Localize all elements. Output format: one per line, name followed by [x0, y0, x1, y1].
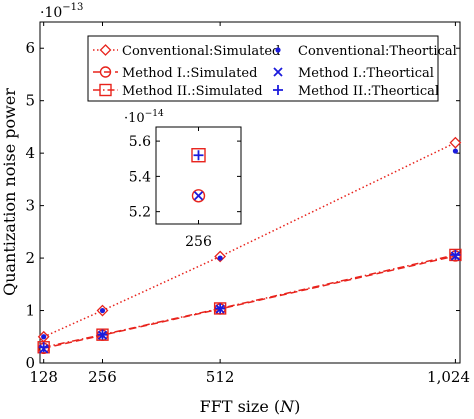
svg-text:·10−14: ·10−14: [124, 109, 164, 126]
x-tick-label: 256: [88, 368, 117, 386]
series-lines: [43, 141, 456, 350]
inset-y-tick-label: 5.2: [129, 205, 151, 221]
inset-point-method1-simulated: [191, 189, 206, 203]
y-tick-label: 1: [25, 302, 35, 320]
legend-marker: [99, 66, 112, 78]
inset-chart: ·10−14 5.6 5.4 5.2 256: [124, 109, 242, 250]
y-tick-label: 6: [25, 39, 35, 57]
inset-point-method2-theoretical: [193, 150, 204, 161]
inset-point-method2-simulated: [191, 148, 206, 163]
inset-exponent-label: ·10−14: [124, 109, 164, 126]
x-axis-label: FFT size (N): [200, 397, 301, 416]
data-point-series-4: [449, 248, 462, 262]
legend: Conventional:Simulated Conventional:Theor…: [87, 35, 457, 102]
y-tick-label: 3: [25, 197, 35, 215]
inset-y-tick-label: 5.6: [129, 134, 151, 150]
legend-label: Method II.:Simulated: [122, 84, 263, 99]
data-point-series-4: [213, 302, 227, 315]
inset-y-tick-label: 5.4: [129, 169, 151, 185]
inset-x-tick-label: 256: [185, 234, 212, 250]
data-point-series-5: [450, 249, 461, 260]
data-point-series-5: [215, 303, 226, 314]
data-point-series-4: [96, 328, 109, 341]
x-tick-label: 512: [206, 368, 235, 386]
data-point-series-1: [41, 334, 47, 340]
y-tick-label: 0: [25, 354, 35, 372]
data-point-series-5: [38, 342, 49, 353]
legend-label: Method I.:Theortical: [298, 66, 434, 81]
y-tick-label: 2: [25, 249, 35, 267]
legend-marker: [273, 85, 283, 95]
legend-marker: [273, 67, 283, 77]
series-line-4: [43, 254, 456, 348]
inset-frame: [155, 126, 242, 225]
legend-box: [87, 35, 439, 102]
y-exponent-label: ·10−13: [40, 2, 83, 21]
data-point-series-1: [452, 148, 459, 154]
plot-frame: [39, 21, 461, 364]
x-tick-label: 1,024: [427, 368, 470, 386]
legend-marker: [275, 47, 281, 53]
y-tick-label: 4: [25, 144, 35, 162]
y-axis-label: Quantization noise power: [0, 88, 19, 296]
data-point-series-4: [37, 341, 50, 354]
svg-text:·10−13: ·10−13: [40, 2, 83, 21]
legend-marker: [99, 44, 112, 56]
legend-label: Method I.:Simulated: [122, 66, 257, 81]
legend-label: Method II.:Theortical: [298, 84, 439, 99]
data-point-series-1: [217, 255, 223, 261]
data-point-series-1: [99, 307, 106, 314]
x-tick-label: 128: [29, 368, 58, 386]
inset-point-method1-theoretical: [193, 191, 204, 201]
series-line-2: [43, 255, 456, 350]
series-markers: [37, 136, 462, 355]
data-point-series-5: [97, 329, 108, 340]
data-point-series-0: [449, 136, 462, 149]
y-tick-label: 5: [25, 92, 35, 110]
series-line-0: [43, 141, 456, 338]
legend-label: Conventional:Theortical: [298, 44, 457, 59]
legend-label: Conventional:Simulated: [122, 44, 280, 59]
legend-marker: [99, 83, 112, 97]
